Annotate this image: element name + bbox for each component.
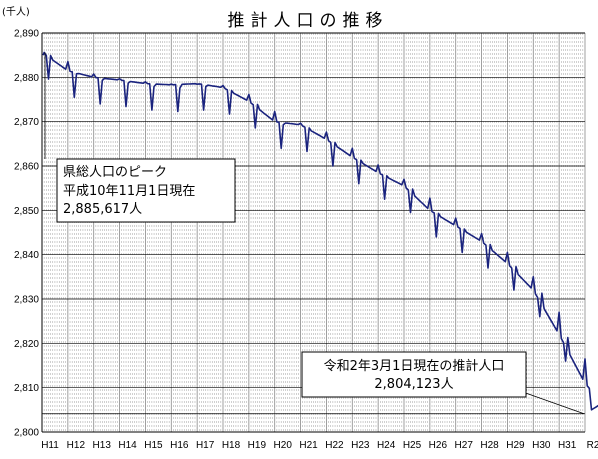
x-tick-label: H27 (455, 440, 474, 451)
x-tick-label: H25 (403, 440, 422, 451)
x-tick-label: H21 (299, 440, 318, 451)
x-tick-label: H12 (67, 440, 86, 451)
y-axis-tick-labels: 2,800 2,810 2,820 2,830 2,840 2,850 2,860 2,870… (14, 29, 39, 439)
x-tick-label: H24 (377, 440, 396, 451)
annotation-text: 2,804,123人 (374, 377, 453, 392)
x-tick-label: H13 (93, 440, 112, 451)
annotation-leader (519, 390, 585, 415)
y-axis-unit-label: (千人) (2, 6, 30, 18)
y-tick-label: 2,820 (14, 339, 39, 350)
y-tick-label: 2,890 (14, 29, 39, 40)
x-tick-label: H23 (351, 440, 370, 451)
chart-title: 推計人口の推移 (228, 11, 389, 31)
x-axis-tick-labels: H11 H12 H13 H14 H15 H16 H17 H18 H19 H20 H21 H22 H23 H… (41, 440, 598, 451)
y-tick-label: 2,800 (14, 428, 39, 439)
x-tick-label: H11 (41, 440, 59, 451)
x-tick-label: H29 (506, 440, 525, 451)
annotation-text: 県総人口のピーク (63, 165, 167, 180)
y-tick-label: 2,850 (14, 206, 39, 217)
annotation-text: 令和2年3月1日現在の推計人口 (324, 358, 505, 374)
x-tick-label: H19 (248, 440, 267, 451)
x-tick-label: H16 (170, 440, 189, 451)
latest-annotation: 令和2年3月1日現在の推計人口 2,804,123人 (301, 351, 585, 415)
x-tick-label: H17 (196, 440, 215, 451)
x-tick-label: H31 (558, 440, 577, 451)
annotation-text: 平成10年11月1日現在 (63, 184, 195, 199)
x-tick-label: H28 (480, 440, 499, 451)
annotation-box (56, 158, 236, 223)
y-tick-label: 2,870 (14, 117, 39, 128)
annotation-text: 2,885,617人 (63, 202, 142, 217)
x-tick-label: H20 (274, 440, 293, 451)
x-tick-label: H18 (222, 440, 241, 451)
x-tick-label: H22 (325, 440, 344, 451)
x-tick-label: H30 (532, 440, 551, 451)
annotation-box (301, 351, 527, 398)
y-tick-label: 2,860 (14, 162, 39, 173)
y-tick-label: 2,880 (14, 73, 39, 84)
x-tick-label: R2 (587, 440, 598, 451)
x-tick-label: H14 (118, 440, 137, 451)
x-tick-label: H26 (429, 440, 448, 451)
y-tick-label: 2,830 (14, 295, 39, 306)
population-series-line (42, 51, 598, 411)
y-tick-label: 2,840 (14, 250, 39, 261)
x-tick-label: H15 (144, 440, 163, 451)
y-tick-label: 2,810 (14, 383, 39, 394)
